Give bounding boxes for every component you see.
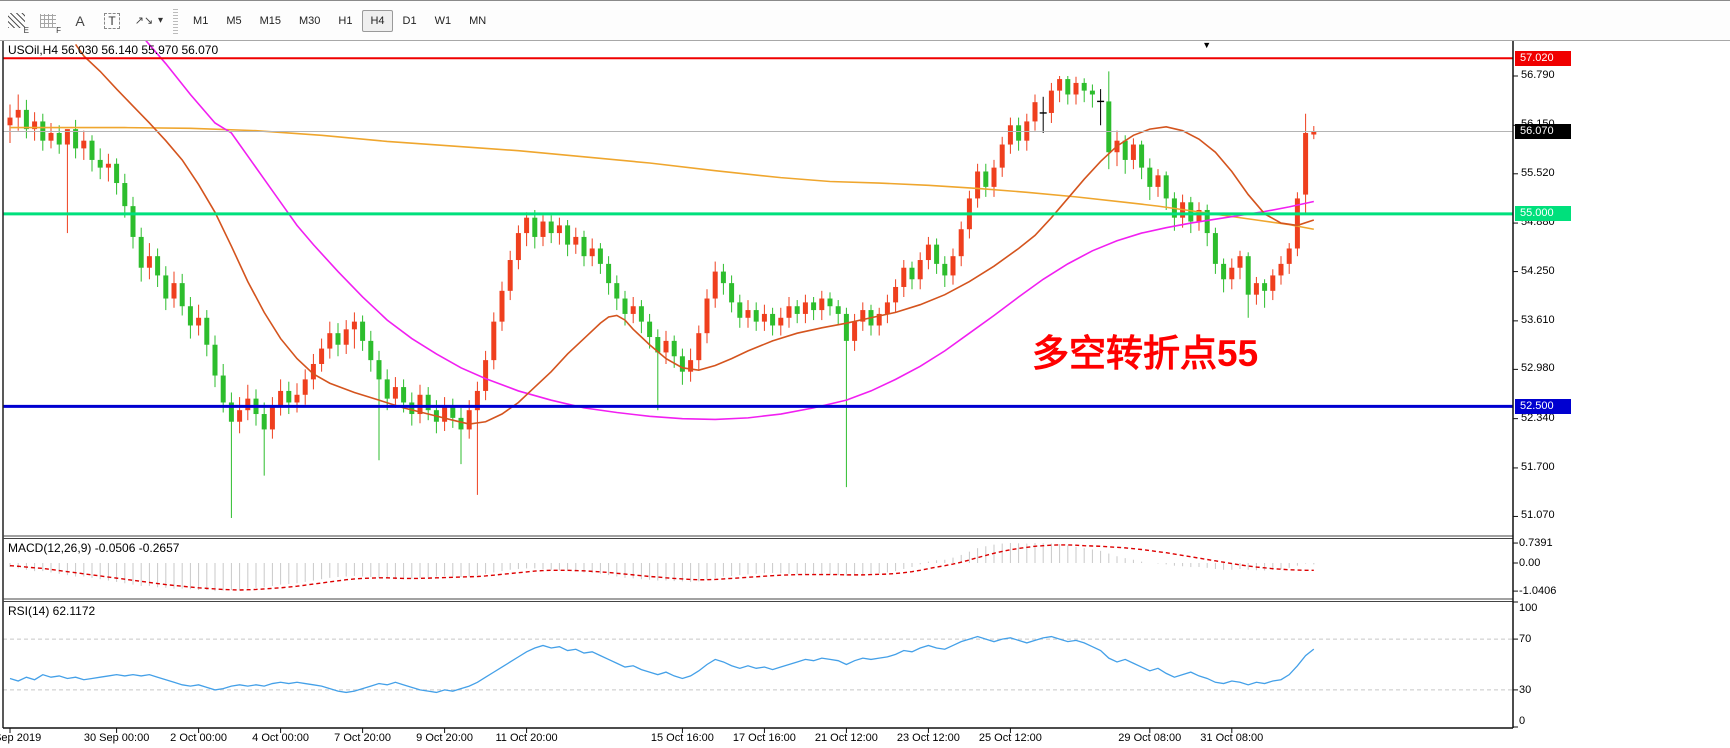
hatch-pattern-icon[interactable]: E bbox=[3, 8, 29, 35]
text-a-glyph: A bbox=[75, 12, 85, 29]
date-tick-label: 17 Oct 16:00 bbox=[732, 732, 796, 744]
hatch-glyph bbox=[7, 13, 25, 28]
timeframe-button-m15[interactable]: M15 bbox=[259, 14, 281, 27]
date-tick-label: 9 Oct 20:00 bbox=[416, 732, 474, 744]
text-t-glyph: T bbox=[104, 12, 120, 29]
rsi-tick-label: 100 bbox=[1519, 602, 1538, 614]
price-tick-label: 53.610 bbox=[1521, 313, 1555, 326]
date-tick-label: 4 Oct 00:00 bbox=[252, 732, 310, 744]
dropdown-caret-icon[interactable]: ▾ bbox=[158, 15, 164, 26]
date-tick-label: 2 Oct 00:00 bbox=[170, 732, 228, 744]
arrows-object-icon[interactable]: ↗↘ bbox=[131, 8, 157, 34]
macd-tick-label: -1.0406 bbox=[1519, 585, 1557, 598]
rsi-indicator-label: RSI(14) 62.1172 bbox=[8, 604, 96, 618]
hatch-sub-label: E bbox=[23, 25, 29, 35]
grid-glyph bbox=[40, 13, 56, 28]
date-tick-label: 30 Sep 00:00 bbox=[83, 732, 150, 744]
timeframe-button-h4[interactable]: H4 bbox=[362, 9, 393, 32]
price-tick-label: 52.980 bbox=[1521, 362, 1555, 375]
triangle-marker-icon[interactable]: ▼ bbox=[1202, 40, 1212, 50]
text-box-icon[interactable]: T bbox=[99, 8, 125, 34]
date-tick-label: 23 Oct 12:00 bbox=[896, 732, 960, 744]
price-level-badge: 56.070 bbox=[1515, 123, 1571, 139]
price-level-badge: 52.500 bbox=[1515, 398, 1571, 414]
timeframe-bar: M1 M5 M15 M30 H1 H4 D1 W1 MN bbox=[184, 9, 495, 32]
timeframe-button-m30[interactable]: M30 bbox=[299, 14, 321, 27]
timeframe-button-w1[interactable]: W1 bbox=[434, 14, 452, 27]
timeframe-button-d1[interactable]: D1 bbox=[402, 14, 417, 27]
chinese-annotation-text[interactable]: 多空转折点55 bbox=[1032, 333, 1259, 374]
date-tick-label: 11 Oct 20:00 bbox=[495, 732, 558, 744]
price-level-badge: 55.000 bbox=[1515, 206, 1571, 222]
toolbar: E F A T ↗↘ ▾ M1 M5 M15 M30 H1 H4 D1 W1 MN bbox=[0, 1, 1730, 41]
price-level-badge: 57.020 bbox=[1515, 50, 1571, 66]
rsi-tick-label: 0 bbox=[1519, 715, 1526, 727]
macd-tick-label: 0.00 bbox=[1519, 557, 1541, 569]
text-label-icon[interactable]: A bbox=[67, 8, 93, 34]
macd-indicator-label: MACD(12,26,9) -0.0506 -0.2657 bbox=[8, 541, 180, 555]
timeframe-button-m5[interactable]: M5 bbox=[226, 14, 242, 27]
timeframe-button-mn[interactable]: MN bbox=[469, 14, 487, 27]
macd-tick-label: 0.7391 bbox=[1519, 537, 1553, 550]
date-tick-label: 15 Oct 16:00 bbox=[650, 732, 714, 744]
date-tick-label: 7 Oct 20:00 bbox=[334, 732, 392, 744]
timeframe-button-m1[interactable]: M1 bbox=[193, 14, 209, 27]
date-tick-label: 31 Oct 08:00 bbox=[1200, 732, 1264, 744]
toolbar-grip[interactable] bbox=[173, 7, 179, 34]
date-tick-label: 21 Oct 12:00 bbox=[814, 732, 878, 744]
date-tick-label: 25 Oct 12:00 bbox=[978, 732, 1042, 744]
grid-pattern-icon[interactable]: F bbox=[35, 8, 61, 35]
date-tick-label: 26 Sep 2019 bbox=[0, 732, 42, 744]
arrows-glyph: ↗↘ bbox=[134, 15, 154, 27]
rsi-tick-label: 70 bbox=[1519, 633, 1532, 646]
symbol-ohlc-header: USOil,H4 56.030 56.140 55.970 56.070 bbox=[8, 43, 219, 57]
price-tick-label: 51.070 bbox=[1521, 509, 1555, 522]
price-tick-label: 51.700 bbox=[1521, 460, 1555, 473]
rsi-tick-label: 30 bbox=[1519, 683, 1532, 696]
date-tick-label: 29 Oct 08:00 bbox=[1118, 732, 1182, 744]
price-tick-label: 54.250 bbox=[1521, 264, 1555, 277]
price-tick-label: 56.790 bbox=[1521, 69, 1555, 81]
price-tick-label: 52.340 bbox=[1521, 411, 1555, 424]
price-tick-label: 55.520 bbox=[1521, 166, 1555, 179]
grid-sub-label: F bbox=[56, 25, 61, 35]
timeframe-button-h1[interactable]: H1 bbox=[338, 14, 353, 27]
